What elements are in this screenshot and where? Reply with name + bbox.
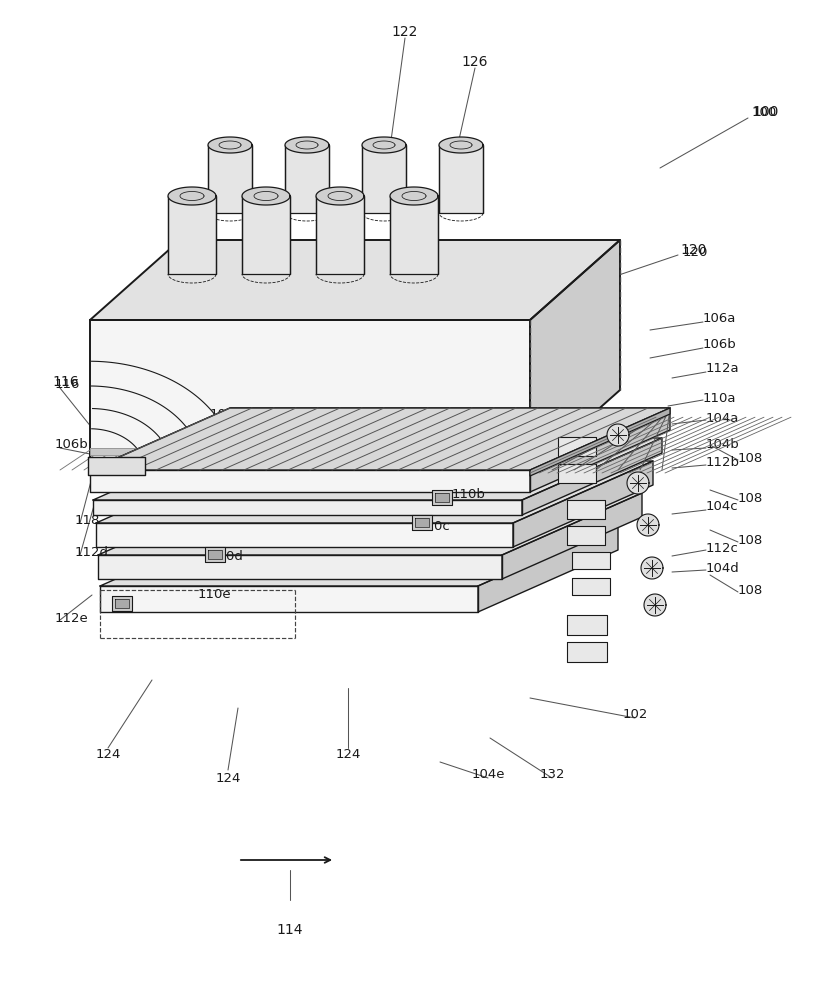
Polygon shape bbox=[641, 557, 663, 579]
Polygon shape bbox=[567, 526, 605, 545]
Polygon shape bbox=[513, 461, 653, 547]
Text: 102: 102 bbox=[623, 708, 648, 722]
Polygon shape bbox=[90, 470, 530, 492]
Polygon shape bbox=[412, 515, 432, 530]
Polygon shape bbox=[88, 457, 145, 475]
Polygon shape bbox=[208, 145, 252, 213]
Text: 124: 124 bbox=[215, 772, 241, 784]
Text: 116: 116 bbox=[55, 378, 80, 391]
Text: 108: 108 bbox=[738, 534, 763, 546]
Polygon shape bbox=[90, 320, 530, 470]
Text: 122: 122 bbox=[392, 25, 418, 39]
Polygon shape bbox=[390, 196, 438, 274]
Polygon shape bbox=[362, 145, 406, 213]
Polygon shape bbox=[530, 408, 670, 476]
Polygon shape bbox=[439, 145, 483, 213]
Polygon shape bbox=[558, 464, 596, 483]
Text: 114: 114 bbox=[277, 923, 304, 937]
Text: 106a: 106a bbox=[210, 408, 243, 422]
Text: 120: 120 bbox=[680, 243, 707, 257]
Polygon shape bbox=[637, 514, 659, 536]
Text: 100: 100 bbox=[752, 105, 778, 119]
Polygon shape bbox=[558, 437, 596, 456]
Polygon shape bbox=[208, 137, 252, 153]
Polygon shape bbox=[98, 493, 642, 555]
Polygon shape bbox=[572, 578, 610, 595]
Polygon shape bbox=[644, 594, 666, 616]
Polygon shape bbox=[432, 490, 452, 505]
Polygon shape bbox=[242, 196, 290, 274]
Polygon shape bbox=[208, 550, 222, 559]
Text: 110b: 110b bbox=[452, 488, 486, 500]
Polygon shape bbox=[627, 472, 649, 494]
Polygon shape bbox=[316, 187, 364, 205]
Text: 104e: 104e bbox=[472, 768, 505, 782]
Polygon shape bbox=[98, 555, 502, 579]
Polygon shape bbox=[567, 615, 607, 635]
Text: 116: 116 bbox=[52, 375, 78, 389]
Polygon shape bbox=[90, 408, 670, 470]
Text: 112a: 112a bbox=[706, 361, 739, 374]
Text: 112d: 112d bbox=[75, 546, 109, 560]
Polygon shape bbox=[90, 240, 620, 320]
Polygon shape bbox=[100, 586, 478, 612]
Polygon shape bbox=[567, 500, 605, 519]
Text: 108: 108 bbox=[738, 491, 763, 504]
Polygon shape bbox=[100, 524, 618, 586]
Text: 110a: 110a bbox=[703, 391, 737, 404]
Text: 118: 118 bbox=[75, 514, 100, 526]
Text: 110c: 110c bbox=[418, 520, 450, 534]
Polygon shape bbox=[96, 461, 653, 523]
Text: 110d: 110d bbox=[210, 550, 244, 564]
Polygon shape bbox=[112, 596, 132, 611]
Text: 132: 132 bbox=[539, 768, 565, 782]
Polygon shape bbox=[285, 137, 329, 153]
Text: 112b: 112b bbox=[706, 456, 740, 468]
Polygon shape bbox=[90, 408, 670, 470]
Text: 106a: 106a bbox=[703, 312, 736, 324]
Polygon shape bbox=[415, 518, 429, 527]
Polygon shape bbox=[607, 424, 629, 446]
Polygon shape bbox=[168, 187, 216, 205]
Polygon shape bbox=[168, 196, 216, 274]
Text: 124: 124 bbox=[335, 748, 361, 762]
Polygon shape bbox=[362, 137, 406, 153]
Text: 126: 126 bbox=[462, 55, 488, 69]
Text: 108: 108 bbox=[738, 584, 763, 596]
Polygon shape bbox=[93, 438, 662, 500]
Polygon shape bbox=[90, 448, 530, 455]
Text: 104b: 104b bbox=[706, 438, 740, 452]
Polygon shape bbox=[316, 196, 364, 274]
Text: 120: 120 bbox=[683, 245, 708, 258]
Polygon shape bbox=[478, 524, 618, 612]
Polygon shape bbox=[530, 408, 670, 492]
Text: 112e: 112e bbox=[55, 611, 89, 624]
Polygon shape bbox=[96, 523, 513, 547]
Polygon shape bbox=[502, 493, 642, 579]
Text: 106b: 106b bbox=[55, 438, 89, 452]
Polygon shape bbox=[572, 552, 610, 569]
Text: 108: 108 bbox=[738, 452, 763, 464]
Polygon shape bbox=[530, 240, 620, 470]
Text: 104c: 104c bbox=[706, 500, 738, 514]
Text: 110e: 110e bbox=[198, 588, 232, 601]
Polygon shape bbox=[522, 438, 662, 515]
Polygon shape bbox=[390, 187, 438, 205]
Polygon shape bbox=[435, 493, 449, 502]
Text: 100: 100 bbox=[752, 105, 778, 118]
Text: 104d: 104d bbox=[706, 562, 740, 574]
Text: 104a: 104a bbox=[706, 412, 739, 424]
Polygon shape bbox=[115, 599, 129, 608]
Polygon shape bbox=[285, 145, 329, 213]
Polygon shape bbox=[439, 137, 483, 153]
Text: 124: 124 bbox=[95, 748, 121, 762]
Text: 106b: 106b bbox=[703, 338, 737, 352]
Text: 112c: 112c bbox=[706, 542, 738, 554]
Polygon shape bbox=[93, 500, 522, 515]
Polygon shape bbox=[205, 547, 225, 562]
Polygon shape bbox=[567, 642, 607, 662]
Polygon shape bbox=[242, 187, 290, 205]
